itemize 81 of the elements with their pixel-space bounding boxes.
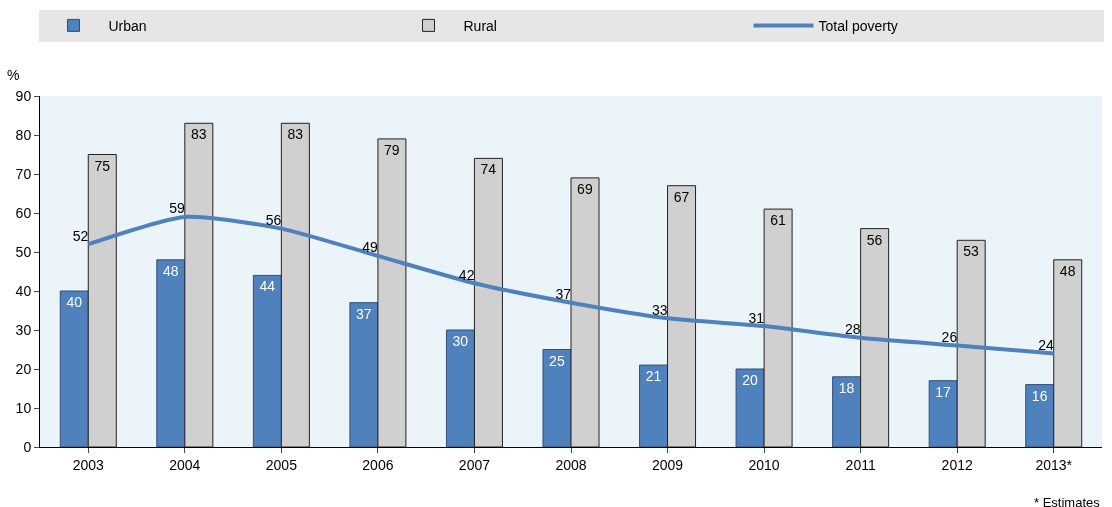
data-label: 28 (845, 321, 861, 338)
x-tick-label: 2008 (555, 456, 587, 473)
x-tick-label: 2011 (845, 456, 876, 473)
bar (542, 349, 572, 447)
bar (763, 208, 793, 447)
data-label: 20 (742, 372, 758, 388)
bar (280, 122, 310, 447)
data-label: 61 (770, 212, 786, 229)
data-label: 25 (549, 352, 565, 369)
bar (832, 376, 862, 447)
x-tick-label: 2010 (748, 456, 780, 473)
data-label: 74 (480, 161, 497, 178)
x-tick-label: 2004 (169, 456, 201, 473)
legend-label: Rural (463, 17, 497, 34)
data-label: 31 (748, 309, 765, 326)
line-series (86, 214, 1056, 356)
data-label: 48 (1059, 262, 1076, 279)
x-tick-label: 2012 (941, 456, 973, 473)
bar (377, 138, 407, 447)
x-tick-label: 2005 (265, 456, 298, 473)
y-tick-label: 0 (23, 438, 32, 455)
bar (59, 290, 89, 447)
data-label: 83 (287, 126, 304, 143)
data-label: 30 (452, 333, 469, 349)
bar (570, 177, 600, 447)
y-tick-label: 40 (15, 282, 32, 299)
data-label: 48 (162, 262, 179, 279)
data-label: 37 (356, 305, 372, 322)
y-tick-label: 70 (15, 165, 32, 182)
bar (735, 368, 765, 447)
data-label: 40 (66, 294, 83, 310)
data-label: 79 (384, 141, 400, 158)
bar (473, 157, 503, 447)
data-label: 67 (673, 188, 690, 205)
data-label: 26 (941, 329, 958, 346)
x-tick-label: 2013* (1035, 456, 1073, 473)
x-tick-label: 2003 (72, 456, 105, 473)
bar (1025, 384, 1055, 447)
data-label: 16 (1031, 387, 1048, 404)
x-tick-label: 2007 (458, 456, 491, 473)
data-label: 83 (190, 126, 207, 143)
data-label: 75 (94, 157, 111, 174)
bar (667, 185, 697, 447)
data-label: 37 (555, 286, 572, 303)
bar (860, 228, 890, 447)
data-label: 44 (259, 278, 276, 295)
bar (156, 259, 186, 447)
data-label: 69 (577, 180, 593, 197)
data-label: 21 (645, 368, 662, 385)
y-tick-label: 60 (15, 204, 32, 221)
data-label: 42 (458, 266, 475, 283)
data-label: 49 (362, 239, 379, 256)
y-axis-title: % (7, 67, 20, 83)
y-tick-label: 80 (15, 126, 32, 143)
data-label: 17 (935, 383, 952, 400)
y-tick-label: 50 (15, 243, 32, 260)
data-label: 33 (651, 301, 668, 318)
legend-label: Urban (108, 17, 147, 34)
bar (349, 302, 379, 447)
data-label: 56 (866, 231, 883, 248)
bar (639, 364, 669, 447)
bar (445, 329, 475, 447)
y-tick-label: 20 (15, 360, 32, 377)
x-tick-label: 2006 (362, 456, 394, 473)
bar (956, 239, 986, 447)
y-tick-label: 90 (15, 87, 32, 104)
text: * Estimates (1034, 495, 1101, 507)
y-tick-label: 30 (15, 321, 32, 338)
bar (1053, 259, 1083, 447)
data-label: 18 (838, 379, 855, 396)
y-tick-label: 10 (15, 399, 32, 416)
bar (87, 154, 117, 447)
data-label: 56 (265, 212, 282, 229)
x-tick-label: 2009 (651, 456, 684, 473)
bar (928, 380, 958, 447)
legend-label: Total poverty (818, 17, 898, 34)
bar (252, 274, 282, 447)
data-label: 53 (963, 243, 980, 260)
data-label: 59 (169, 200, 186, 217)
data-label: 52 (72, 227, 89, 244)
bar (184, 122, 214, 447)
